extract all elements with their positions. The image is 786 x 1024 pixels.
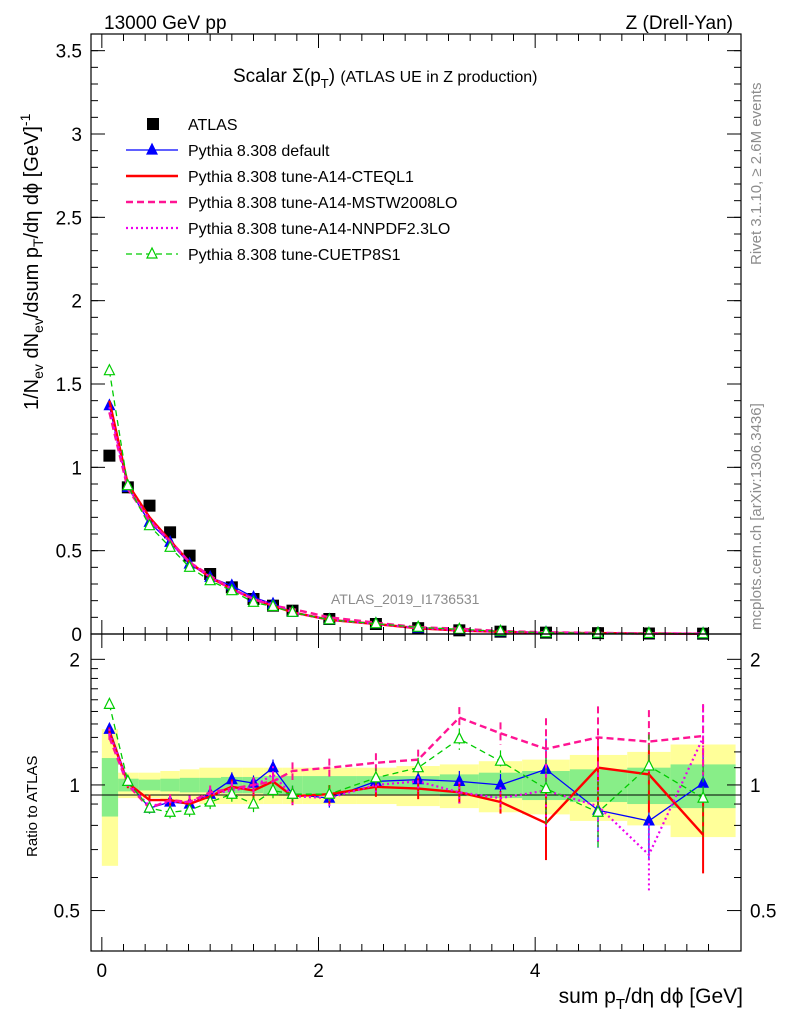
ratio-series-marker: [121, 774, 134, 786]
ratio-series-marker: [412, 760, 425, 773]
ratio-series-marker: [494, 753, 507, 766]
ratio-y-tick-label-right: 2: [750, 650, 761, 671]
series-marker: [286, 604, 299, 617]
series-marker: [103, 363, 116, 376]
ratio-series-marker: [540, 781, 552, 794]
ratio-y-tick-label-right: 0.5: [750, 902, 776, 923]
main-y-axis-title: 1/Nev dNev/dsum pT/dη dϕ [GeV]-1: [17, 113, 46, 410]
main-plot-title: Scalar Σ(pT) (ATLAS UE in Z production): [233, 66, 537, 91]
legend-label: Pythia 8.308 tune-A14-NNPDF2.3LO: [188, 221, 450, 238]
ratio-plot-frame: [90, 633, 742, 952]
x-axis-title: sum pT/dη dϕ [GeV]: [559, 985, 743, 1013]
series-marker: [323, 612, 336, 625]
green-band: [101, 758, 119, 817]
y-tick-label: 2: [71, 292, 82, 313]
legend-label: Pythia 8.308 tune-CUETP8S1: [188, 247, 401, 264]
mcplots-label: mcplots.cern.ch [arXiv:1306.3436]: [748, 403, 765, 630]
legend-marker: [146, 142, 158, 155]
atlas-data-point: [164, 526, 177, 539]
x-tick-label: 0: [97, 961, 108, 982]
y-tick-label: 1: [71, 458, 82, 479]
series-marker: [183, 559, 196, 572]
ratio-series-marker: [697, 790, 710, 803]
ratio-plot-data: [103, 697, 710, 893]
ratio-y-axis-title: Ratio to ATLAS: [24, 756, 41, 857]
legend-label: Pythia 8.308 tune-A14-CTEQL1: [188, 169, 414, 186]
legend-label: ATLAS: [188, 117, 238, 134]
series-marker: [494, 623, 507, 636]
series-marker: [697, 626, 710, 639]
ratio-series-marker: [225, 786, 238, 799]
green-band: [160, 778, 180, 792]
ratio-series-marker: [592, 804, 604, 817]
atlas-data-point: [143, 499, 156, 512]
ratio-series-marker: [369, 770, 382, 783]
header-left: 13000 GeV pp: [104, 13, 227, 34]
ratio-y-tick-label-right: 1: [750, 776, 761, 797]
green-band: [199, 777, 221, 793]
ratio-series-marker: [286, 786, 299, 799]
header-right: Z (Drell-Yan): [626, 13, 733, 34]
ratio-plot-ticks: 0.5 0.5 1 1 2 2 0 2 4: [54, 634, 776, 982]
series-marker: [225, 583, 238, 596]
ratio-series-marker: [323, 786, 336, 799]
ratio-series-marker: [247, 796, 260, 809]
series-marker: [412, 619, 425, 632]
ratio-plot-panel: 0.5 0.5 1 1 2 2 0 2 4 Ratio to ATLAS sum pT/dη d…: [24, 633, 776, 1013]
green-band: [138, 779, 161, 791]
rivet-label: Rivet 3.1.10, ≥ 2.6M events: [748, 83, 765, 266]
atlas-data-point: [103, 449, 116, 462]
y-tick-label: 3.5: [56, 42, 82, 63]
ratio-y-tick-label: 0.5: [54, 902, 80, 923]
series-marker: [143, 518, 156, 531]
legend-label: Pythia 8.308 default: [188, 143, 330, 160]
ratio-series-marker: [453, 731, 466, 744]
y-tick-label: 0: [71, 625, 82, 646]
series-marker: [164, 539, 177, 552]
series-marker: [267, 599, 279, 612]
legend: ATLAS Pythia 8.308 default Pythia 8.308 tu…: [126, 117, 457, 264]
ratio-y-tick-label: 2: [69, 650, 80, 671]
ratio-series-marker: [642, 758, 655, 771]
ratio-series-marker: [204, 794, 217, 807]
series-marker: [121, 478, 134, 491]
x-tick-label: 2: [313, 961, 324, 982]
series-marker: [642, 626, 655, 639]
x-tick-label: 4: [530, 961, 541, 982]
series-marker: [204, 573, 217, 586]
ratio-series-marker: [103, 697, 116, 709]
legend-marker-atlas: [147, 118, 159, 130]
ratio-series-marker: [267, 783, 279, 796]
series-marker: [453, 621, 466, 634]
y-tick-label: 1.5: [56, 375, 82, 396]
legend-label: Pythia 8.308 tune-A14-MSTW2008LO: [188, 195, 457, 212]
y-tick-label: 0.5: [56, 542, 82, 563]
legend-marker: [146, 246, 158, 259]
main-plot-ticks: 0 0.5 1 1.5 2 2.5 3 3.5: [56, 34, 741, 646]
series-marker: [247, 594, 260, 607]
main-plot-panel: 0 0.5 1 1.5 2 2.5 3 3.5 Scalar Σ(pT) (ATLAS UE …: [17, 33, 742, 646]
ratio-series-marker: [143, 800, 156, 813]
ratio-series-marker: [164, 804, 177, 817]
main-plot-data: [103, 363, 710, 640]
ratio-series-marker: [183, 802, 196, 815]
ratio-y-tick-label: 1: [69, 776, 80, 797]
watermark: ATLAS_2019_I1736531: [331, 591, 480, 607]
green-band: [179, 777, 200, 793]
y-tick-label: 2.5: [56, 208, 82, 229]
y-tick-label: 3: [71, 125, 82, 146]
series-marker: [369, 616, 382, 629]
